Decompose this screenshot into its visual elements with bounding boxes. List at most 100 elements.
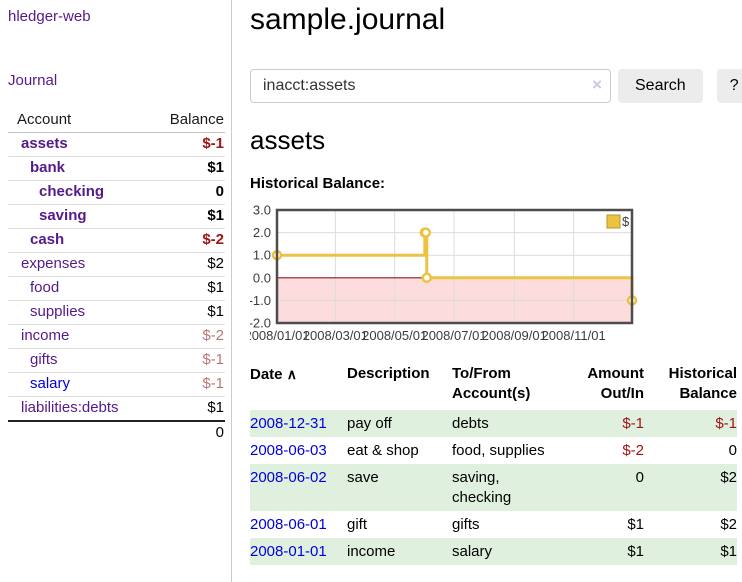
account-balance: $1: [145, 205, 225, 229]
account-heading: assets: [250, 124, 325, 156]
sidebar-account-link[interactable]: gifts: [30, 351, 58, 368]
y-tick-label: 2.0: [253, 225, 271, 240]
sidebar-account-link[interactable]: supplies: [30, 303, 85, 320]
sidebar-item-journal[interactable]: Journal: [8, 72, 225, 90]
sidebar-account-link[interactable]: liabilities:debts: [21, 399, 119, 416]
sidebar: hledger-web Journal Account Balance asse…: [0, 0, 232, 582]
x-tick-label: 2008/11/01: [542, 328, 606, 343]
account-row: gifts $-1: [8, 349, 225, 373]
date-link[interactable]: 2008-01-01: [250, 543, 327, 560]
amount-cell: $1: [562, 538, 644, 565]
main-content: sample.journal × Search ? assets Histori…: [250, 0, 742, 582]
data-point-marker: [422, 229, 430, 237]
account-cell: bank: [8, 157, 145, 181]
table-row: 2008-06-03eat & shopfood, supplies$-20: [250, 437, 737, 464]
date-cell: 2008-12-31: [250, 410, 347, 437]
account-cell: cash: [8, 229, 145, 253]
description-cell: pay off: [347, 410, 452, 437]
account-balance: $1: [145, 397, 225, 422]
account-balance: 0: [145, 181, 225, 205]
chart-title: Historical Balance:: [250, 175, 385, 192]
account-cell: saving: [8, 205, 145, 229]
sidebar-account-link[interactable]: checking: [39, 183, 104, 200]
sidebar-account-link[interactable]: income: [21, 327, 69, 344]
accounts-cell: gifts: [452, 511, 562, 538]
accounts-table: Account Balance assets $-1 bank $1 checking 0…: [8, 109, 225, 445]
account-cell: checking: [8, 181, 145, 205]
account-row: bank $1: [8, 157, 225, 181]
register-table: Date ∧ Description To/From Account(s) Am…: [250, 362, 737, 565]
brand-link[interactable]: hledger-web: [8, 8, 225, 26]
account-row: assets $-1: [8, 133, 225, 157]
sidebar-account-link[interactable]: cash: [30, 231, 64, 248]
balance-cell: $1: [644, 538, 737, 565]
col-date[interactable]: Date ∧: [250, 362, 347, 410]
account-row: liabilities:debts $1: [8, 397, 225, 422]
description-cell: eat & shop: [347, 437, 452, 464]
sidebar-account-link[interactable]: saving: [39, 207, 87, 224]
amount-cell: 0: [562, 464, 644, 511]
description-cell: gift: [347, 511, 452, 538]
account-balance: $2: [145, 253, 225, 277]
col-date-label: Date: [250, 366, 283, 383]
account-cell: expenses: [8, 253, 145, 277]
y-tick-label: 3.0: [253, 204, 271, 218]
balance-cell: $-1: [644, 410, 737, 437]
sidebar-account-link[interactable]: bank: [30, 159, 65, 176]
date-link[interactable]: 2008-06-01: [250, 516, 327, 533]
account-balance: $1: [145, 157, 225, 181]
account-cell: gifts: [8, 349, 145, 373]
account-balance: $-1: [145, 349, 225, 373]
balance-cell: 0: [644, 437, 737, 464]
table-row: 2008-06-02savesaving,checking0$2: [250, 464, 737, 511]
accounts-col-balance: Balance: [145, 109, 225, 133]
account-balance: $-2: [145, 229, 225, 253]
sidebar-account-link[interactable]: salary: [30, 375, 70, 392]
accounts-cell: food, supplies: [452, 437, 562, 464]
search-input[interactable]: [250, 69, 611, 103]
table-row: 2008-12-31pay offdebts$-1$-1: [250, 410, 737, 437]
date-link[interactable]: 2008-12-31: [250, 415, 327, 432]
date-cell: 2008-06-03: [250, 437, 347, 464]
sidebar-account-link[interactable]: assets: [21, 135, 68, 152]
col-accounts: To/From Account(s): [452, 362, 562, 410]
x-tick-label: 2008/03/01: [303, 328, 368, 343]
description-cell: income: [347, 538, 452, 565]
description-cell: save: [347, 464, 452, 511]
help-button[interactable]: ?: [717, 69, 742, 103]
sort-ascending-icon: ∧: [287, 366, 297, 382]
account-balance: $1: [145, 277, 225, 301]
y-tick-label: -1.0: [250, 293, 271, 308]
accounts-header-row: Account Balance: [8, 109, 225, 133]
accounts-col-account: Account: [8, 109, 145, 133]
date-cell: 2008-06-02: [250, 464, 347, 511]
account-row: income $-2: [8, 325, 225, 349]
account-balance: $-1: [145, 133, 225, 157]
account-row: cash $-2: [8, 229, 225, 253]
col-amount-line2: Out/In: [601, 385, 644, 402]
search-input-wrap: ×: [250, 69, 611, 103]
x-tick-label: 2008/09/01: [482, 328, 547, 343]
accounts-cell: saving,checking: [452, 464, 562, 511]
date-link[interactable]: 2008-06-03: [250, 442, 327, 459]
col-accounts-line2: Account(s): [452, 385, 530, 402]
y-tick-label: 0.0: [253, 270, 271, 285]
account-balance: $-1: [145, 373, 225, 397]
account-cell: liabilities:debts: [8, 397, 145, 422]
search-button[interactable]: Search: [618, 69, 703, 103]
x-tick-label: 2008/01/01: [250, 328, 310, 343]
account-row: supplies$1: [8, 301, 225, 325]
date-cell: 2008-01-01: [250, 538, 347, 565]
historical-balance-chart: 3.02.01.00.0-1.0-2.02008/01/012008/03/01…: [250, 204, 670, 349]
clear-search-icon[interactable]: ×: [592, 75, 602, 95]
sidebar-account-link[interactable]: expenses: [21, 255, 85, 272]
account-balance: $-2: [145, 325, 225, 349]
sidebar-account-link[interactable]: food: [30, 279, 59, 296]
accounts-total-row: 0: [8, 421, 225, 445]
amount-cell: $1: [562, 511, 644, 538]
amount-cell: $-1: [562, 410, 644, 437]
account-row: salary $-1: [8, 373, 225, 397]
account-row: checking 0: [8, 181, 225, 205]
table-row: 2008-01-01incomesalary$1$1: [250, 538, 737, 565]
date-link[interactable]: 2008-06-02: [250, 469, 327, 486]
